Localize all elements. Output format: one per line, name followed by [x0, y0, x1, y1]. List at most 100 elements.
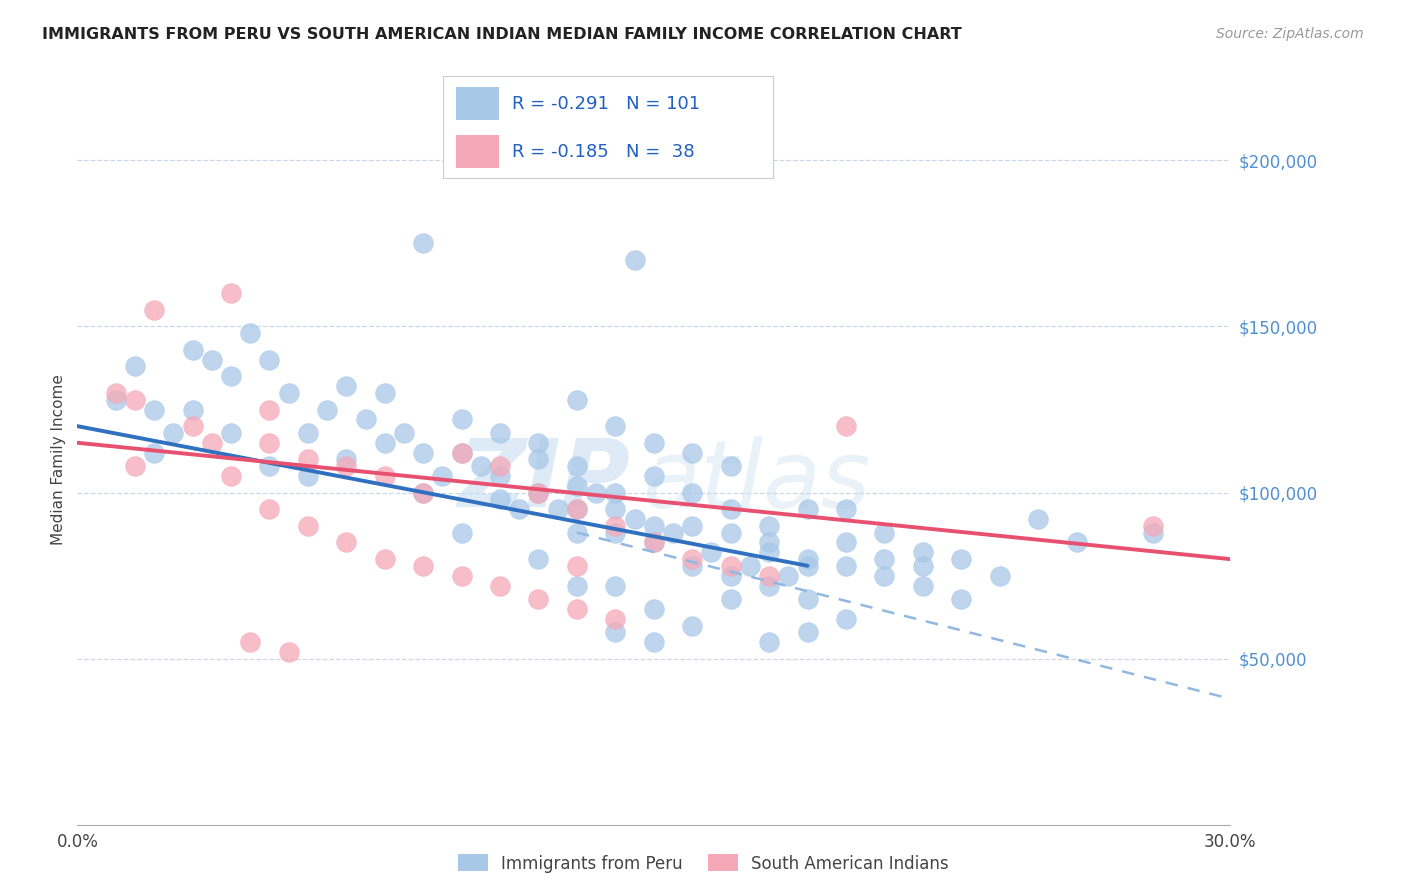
Point [297, 452, 319, 467]
Point [124, 359, 146, 374]
Point [720, 568, 742, 582]
Point [412, 446, 434, 460]
Point [412, 236, 434, 251]
Point [565, 479, 588, 493]
Point [259, 435, 281, 450]
Point [585, 485, 607, 500]
Point [219, 425, 242, 440]
Point [259, 402, 281, 417]
Point [1142, 519, 1164, 533]
Point [700, 545, 723, 559]
Point [527, 485, 550, 500]
Point [374, 552, 396, 566]
Point [623, 252, 645, 267]
Point [547, 502, 569, 516]
Point [354, 412, 377, 426]
Point [758, 519, 780, 533]
Point [143, 402, 166, 417]
Point [527, 452, 550, 467]
Point [605, 612, 627, 626]
Legend: Immigrants from Peru, South American Indians: Immigrants from Peru, South American Ind… [451, 847, 955, 880]
Point [412, 558, 434, 573]
Point [527, 485, 550, 500]
Point [219, 286, 242, 301]
Point [297, 425, 319, 440]
Point [565, 392, 588, 407]
Text: ZIP: ZIP [458, 435, 631, 527]
Point [720, 558, 742, 573]
Point [527, 592, 550, 607]
Point [374, 469, 396, 483]
Y-axis label: Median Family Income: Median Family Income [51, 374, 66, 545]
Point [988, 568, 1011, 582]
Point [489, 425, 512, 440]
FancyBboxPatch shape [456, 136, 499, 168]
Point [873, 552, 896, 566]
Point [143, 446, 166, 460]
Point [219, 369, 242, 384]
Point [681, 519, 703, 533]
Point [873, 525, 896, 540]
Point [239, 635, 262, 649]
Point [605, 419, 627, 434]
Point [681, 552, 703, 566]
Point [605, 579, 627, 593]
Point [565, 525, 588, 540]
Point [643, 535, 665, 549]
Point [124, 392, 146, 407]
Point [450, 446, 472, 460]
Point [643, 535, 665, 549]
Point [720, 525, 742, 540]
Point [259, 502, 281, 516]
FancyBboxPatch shape [456, 87, 499, 120]
Point [565, 458, 588, 473]
Point [758, 568, 780, 582]
Point [643, 602, 665, 616]
Point [1026, 512, 1049, 526]
Point [796, 502, 818, 516]
Point [605, 625, 627, 640]
Point [450, 412, 472, 426]
Point [738, 558, 761, 573]
Point [335, 452, 357, 467]
Point [297, 469, 319, 483]
Point [489, 579, 512, 593]
Point [432, 469, 454, 483]
Point [835, 558, 858, 573]
Point [489, 469, 512, 483]
Point [527, 552, 550, 566]
Point [374, 385, 396, 400]
Point [796, 592, 818, 607]
Text: R = -0.291   N = 101: R = -0.291 N = 101 [512, 95, 700, 112]
Point [911, 545, 934, 559]
Point [259, 352, 281, 367]
Point [643, 435, 665, 450]
Point [277, 645, 299, 659]
Point [450, 568, 472, 582]
Point [605, 519, 627, 533]
Point [181, 419, 204, 434]
Point [681, 558, 703, 573]
Text: Source: ZipAtlas.com: Source: ZipAtlas.com [1216, 27, 1364, 41]
Point [950, 592, 973, 607]
Point [720, 592, 742, 607]
Point [758, 579, 780, 593]
Point [758, 635, 780, 649]
Point [259, 458, 281, 473]
Point [1142, 525, 1164, 540]
Point [450, 525, 472, 540]
Point [335, 458, 357, 473]
Point [143, 302, 166, 317]
Point [681, 446, 703, 460]
Text: atlas: atlas [643, 436, 870, 527]
Point [758, 535, 780, 549]
Point [508, 502, 530, 516]
Point [643, 635, 665, 649]
Point [643, 469, 665, 483]
Point [201, 435, 224, 450]
Text: IMMIGRANTS FROM PERU VS SOUTH AMERICAN INDIAN MEDIAN FAMILY INCOME CORRELATION C: IMMIGRANTS FROM PERU VS SOUTH AMERICAN I… [42, 27, 962, 42]
Point [681, 618, 703, 632]
Point [1066, 535, 1088, 549]
Point [181, 402, 204, 417]
Point [565, 502, 588, 516]
